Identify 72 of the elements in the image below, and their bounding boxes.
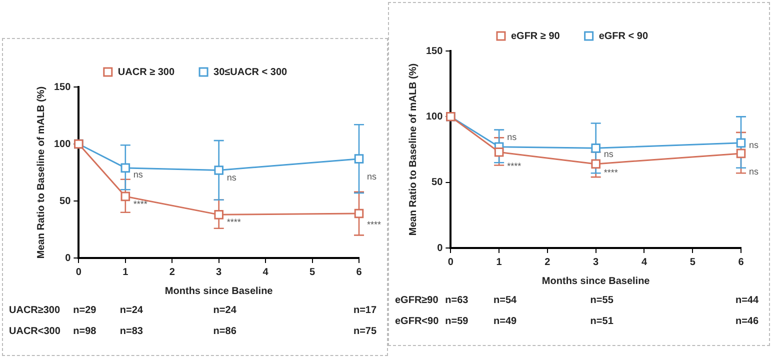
x-tick-label: 2 — [169, 266, 176, 278]
text: n=46 — [735, 316, 759, 327]
y-axis-title: Mean Ratio to Baseline of mALB (%) — [36, 86, 47, 259]
point — [354, 154, 364, 164]
annotation: **** — [226, 217, 242, 228]
x-tick-label: 2 — [544, 256, 551, 268]
annotation: **** — [133, 198, 148, 209]
point — [354, 208, 364, 218]
text: n=54 — [494, 294, 518, 306]
text: n=98 — [73, 326, 97, 337]
text: n=63 — [445, 294, 469, 306]
text: UACR<300 — [9, 326, 61, 337]
x-axis-title: Months since Baseline — [164, 286, 274, 297]
point — [120, 192, 130, 202]
text: n=51 — [590, 316, 614, 327]
x-tick-label: 1 — [496, 256, 502, 268]
annotation: ns — [367, 172, 378, 182]
annotation: **** — [367, 219, 382, 230]
annotation: ns — [749, 140, 760, 150]
point — [736, 138, 746, 148]
y-tick-label: 100 — [54, 138, 72, 150]
point — [214, 166, 224, 175]
y-tick-label: 0 — [437, 242, 444, 254]
annotation: ns — [749, 166, 760, 176]
text: n=29 — [73, 304, 97, 316]
text: n=83 — [120, 326, 144, 337]
annotation: ns — [604, 149, 614, 160]
y-tick-label: 50 — [60, 196, 72, 207]
text: n=17 — [353, 304, 377, 316]
text: n=24 — [213, 304, 237, 316]
point — [214, 210, 224, 220]
x-tick-label: 3 — [216, 266, 222, 278]
text: n=75 — [353, 326, 377, 337]
x-axis-title: Months since Baseline — [542, 276, 650, 287]
text: n=86 — [213, 326, 237, 337]
legend-label: UACR ≥ 300 — [118, 66, 175, 78]
legend-label: 30≤UACR < 300 — [214, 66, 288, 78]
annotation: **** — [507, 161, 522, 172]
text: n=44 — [735, 294, 759, 306]
x-tick-label: 5 — [690, 256, 696, 268]
x-tick-label: 4 — [262, 266, 269, 278]
point — [120, 163, 130, 173]
legend-label: eGFR ≥ 90 — [510, 30, 560, 42]
point — [591, 144, 600, 153]
text: n=49 — [494, 316, 518, 327]
annotation: ns — [507, 132, 518, 142]
text: eGFR≥90 — [395, 294, 439, 306]
y-tick-label: 150 — [426, 46, 444, 57]
text: n=59 — [445, 316, 469, 327]
y-axis-title: Mean Ratio to Baseline of mALB (%) — [408, 63, 419, 236]
x-tick-label: 0 — [448, 256, 454, 268]
text: eGFR<90 — [395, 316, 440, 327]
y-tick-label: 50 — [432, 177, 444, 188]
annotation: **** — [604, 168, 618, 178]
x-tick-label: 0 — [76, 266, 82, 278]
legend-label: eGFR < 90 — [598, 30, 648, 42]
text: n=55 — [590, 294, 614, 306]
y-tick-label: 100 — [426, 111, 444, 122]
y-tick-label: 150 — [54, 82, 72, 93]
annotation: ns — [133, 169, 144, 180]
x-tick-label: 6 — [356, 266, 362, 278]
text: n=24 — [120, 304, 144, 316]
x-tick-label: 6 — [738, 256, 744, 268]
x-tick-label: 3 — [593, 256, 600, 268]
point — [591, 159, 600, 169]
x-tick-label: 1 — [122, 266, 129, 278]
x-tick-label: 5 — [310, 266, 316, 278]
text: UACR≥300 — [9, 304, 60, 316]
annotation: ns — [226, 172, 237, 183]
x-tick-label: 4 — [641, 256, 648, 268]
point — [494, 147, 504, 157]
point — [736, 148, 746, 158]
